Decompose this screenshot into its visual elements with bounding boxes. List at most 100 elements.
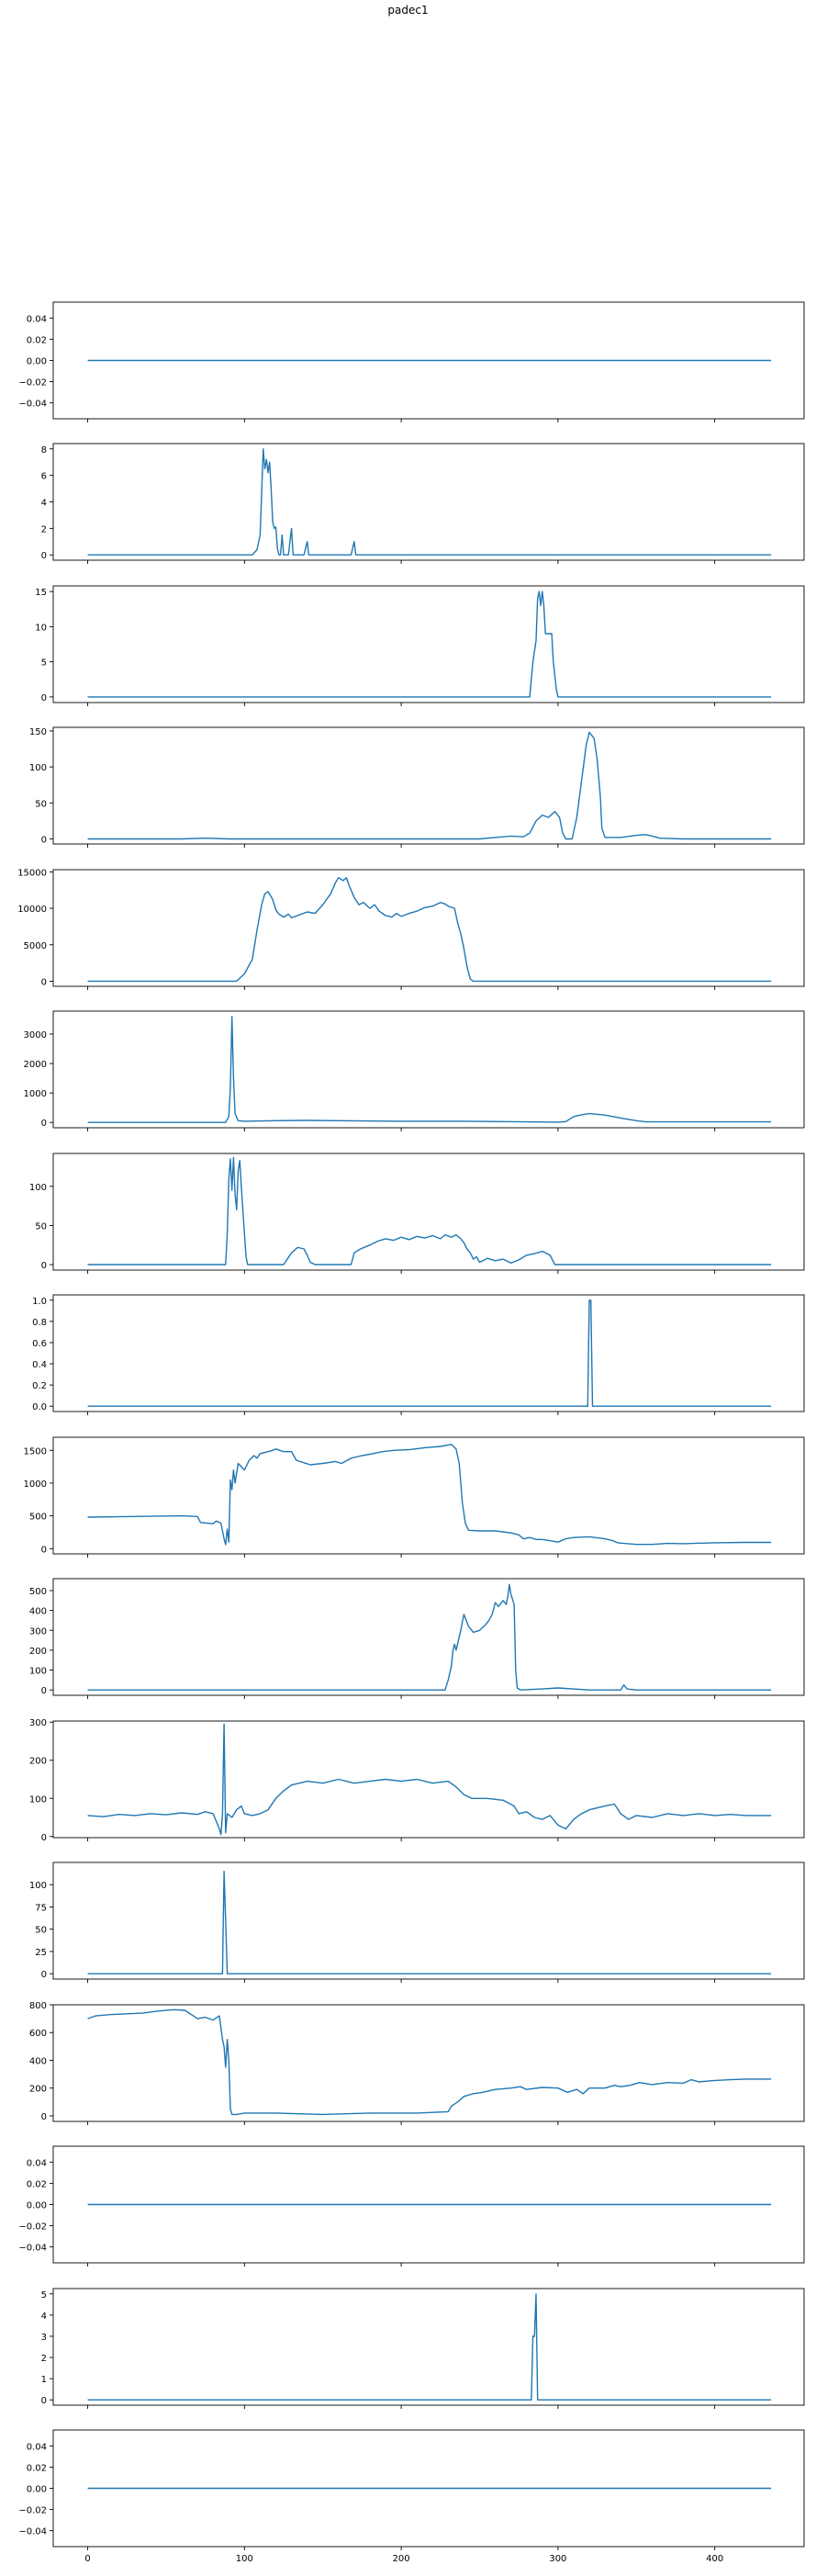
series-line [87, 1444, 772, 1546]
y-tick-label: 1.0 [32, 1297, 47, 1307]
subplot-6: 0 1000 2000 3000 [24, 1010, 805, 1131]
y-tick-label: 0.02 [27, 2179, 47, 2189]
y-tick-label: 150 [29, 727, 47, 737]
y-tick-label: 0.04 [27, 314, 47, 324]
subplot-13: 0 200 400 600 800 [29, 2001, 805, 2125]
figure-title: padec1 [387, 4, 429, 17]
y-tick-label: 10000 [17, 905, 47, 915]
y-tick-label: 100 [29, 1183, 47, 1193]
axes-frame [52, 1010, 805, 1129]
y-tick-label: 0 [41, 977, 47, 987]
y-tick-label: 0 [41, 1686, 47, 1696]
y-tick-label: 0 [41, 1261, 47, 1271]
y-tick-label: 300 [29, 1718, 47, 1728]
y-tick-label: 1000 [24, 1089, 47, 1099]
subplot-12: 0 25 50 75 100 [29, 1862, 805, 1983]
y-tick-label: 0 [41, 836, 47, 846]
x-tick-label: 200 [393, 2554, 410, 2564]
y-tick-label: 600 [29, 2029, 47, 2039]
x-tick-label: 100 [236, 2554, 253, 2564]
y-tick-label: 5000 [24, 941, 47, 951]
y-tick-label: 5 [41, 658, 47, 669]
y-tick-label: −0.02 [18, 378, 47, 388]
y-tick-label: 1000 [24, 1479, 47, 1490]
y-tick-label: 400 [29, 2056, 47, 2066]
y-tick-label: 1 [41, 2375, 47, 2385]
y-tick-label: 500 [29, 1587, 47, 1597]
axes-frame [52, 2288, 805, 2406]
y-tick-label: 0.2 [32, 1381, 47, 1391]
y-tick-label: 2 [41, 524, 47, 534]
axes-frame [52, 1436, 805, 1555]
y-tick-label: 0.00 [27, 2485, 47, 2495]
x-tick-label: 300 [549, 2554, 566, 2564]
series-line [87, 2008, 772, 2116]
y-tick-label: 300 [29, 1626, 47, 1637]
axes-frame [52, 726, 805, 845]
y-tick-label: 0 [41, 1833, 47, 1843]
y-tick-label: −0.02 [18, 2506, 47, 2516]
y-tick-label: 2 [41, 2354, 47, 2364]
y-tick-label: 8 [41, 445, 47, 456]
y-tick-label: 100 [29, 1667, 47, 1677]
y-tick-label: 0 [41, 1970, 47, 1980]
y-tick-label: 15000 [17, 868, 47, 878]
subplot-4: 0 50 100 150 [29, 726, 805, 848]
y-tick-label: 10 [35, 623, 47, 633]
y-tick-label: 0.04 [27, 2158, 47, 2168]
y-tick-label: −0.02 [18, 2222, 47, 2233]
subplot-16: −0.04 −0.02 0.00 0.02 0.04 0 100 200 300 400 [18, 2429, 805, 2564]
subplot-1: −0.04 −0.02 0.00 0.02 0.04 [18, 301, 805, 422]
subplot-2: 0 2 4 6 8 [41, 443, 805, 564]
axes-frame [52, 1578, 805, 1696]
y-tick-label: 0 [41, 693, 47, 703]
series-line [87, 1723, 772, 1836]
y-tick-label: 0.02 [27, 335, 47, 345]
series-line [87, 591, 772, 698]
y-tick-label: 0.04 [27, 2442, 47, 2452]
x-tick-label: 0 [84, 2554, 90, 2564]
y-tick-label: 800 [29, 2001, 47, 2011]
subplot-15: 0 1 2 3 4 5 [41, 2288, 805, 2409]
series-line [87, 2293, 772, 2401]
y-tick-label: 100 [29, 1881, 47, 1891]
y-tick-label: 50 [35, 1926, 47, 1936]
subplot-8: 0.0 0.2 0.4 0.6 0.8 1.0 [32, 1294, 805, 1415]
y-tick-label: 3 [41, 2333, 47, 2343]
y-tick-label: 0 [41, 2112, 47, 2122]
y-tick-label: 2000 [24, 1060, 47, 1070]
axes-frame [52, 443, 805, 561]
series-line [87, 1156, 772, 1266]
y-tick-label: 1500 [24, 1446, 47, 1457]
x-tick-label: 400 [706, 2554, 723, 2564]
y-tick-label: 100 [29, 1794, 47, 1805]
y-tick-label: 0 [41, 1545, 47, 1555]
axes-frame [52, 1294, 805, 1412]
y-tick-label: 25 [35, 1948, 47, 1958]
y-tick-label: −0.04 [18, 2527, 47, 2537]
y-tick-label: 4 [41, 499, 47, 509]
axes-frame [52, 2004, 805, 2122]
y-tick-label: 200 [29, 2085, 47, 2095]
series-line [87, 1583, 772, 1691]
y-tick-label: 0.02 [27, 2463, 47, 2473]
subplot-7: 0 50 100 [29, 1153, 805, 1274]
y-tick-label: −0.04 [18, 399, 47, 410]
axes-frame [52, 1720, 805, 1839]
y-tick-label: 0.4 [32, 1360, 47, 1370]
y-tick-label: 5 [41, 2290, 47, 2300]
axes-frame [52, 1862, 805, 1980]
y-tick-label: 0.0 [32, 1402, 47, 1412]
y-tick-label: 15 [35, 588, 47, 598]
axes-frame [52, 869, 805, 987]
y-tick-label: 6 [41, 472, 47, 482]
subplot-5: 0 5000 10000 15000 [17, 868, 805, 990]
y-tick-label: 0 [41, 1119, 47, 1129]
y-tick-label: 0.6 [32, 1339, 47, 1349]
axes-frame [52, 585, 805, 703]
y-tick-label: 200 [29, 1757, 47, 1767]
y-tick-label: 100 [29, 763, 47, 773]
y-tick-label: 500 [29, 1513, 47, 1523]
series-line [87, 1016, 772, 1123]
